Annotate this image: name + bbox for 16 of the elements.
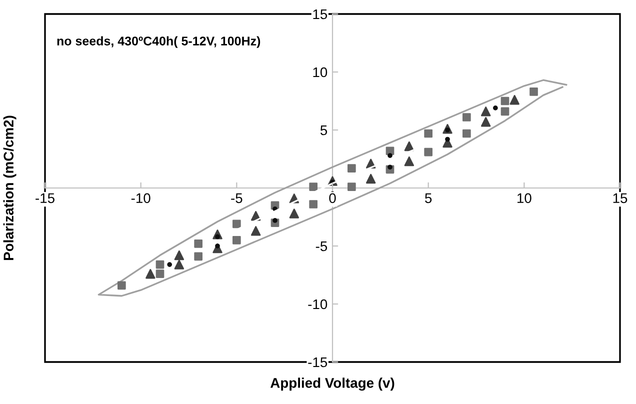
y-tick-label: -15 [308, 357, 328, 368]
y-axis-title: Polarization (mC/cm2) [3, 116, 16, 260]
x-tick-label: 0 [329, 193, 336, 204]
x-tick-label: -5 [231, 193, 242, 204]
y-tick-label: -10 [308, 299, 328, 310]
x-tick-label: -15 [36, 193, 54, 204]
annotation: no seeds, 430ºC40h( 5-12V, 100Hz) [57, 36, 260, 48]
x-tick-label: -10 [131, 193, 150, 204]
y-tick-label: -5 [316, 241, 328, 252]
y-tick-label: 15 [313, 9, 328, 20]
x-tick-label: 10 [518, 193, 532, 204]
x-axis-title: Applied Voltage (v) [270, 378, 394, 391]
x-tick-label: 15 [613, 193, 628, 204]
x-tick-label: 5 [425, 193, 432, 204]
y-tick-label: 10 [313, 67, 328, 78]
y-tick-label: 5 [320, 125, 328, 136]
